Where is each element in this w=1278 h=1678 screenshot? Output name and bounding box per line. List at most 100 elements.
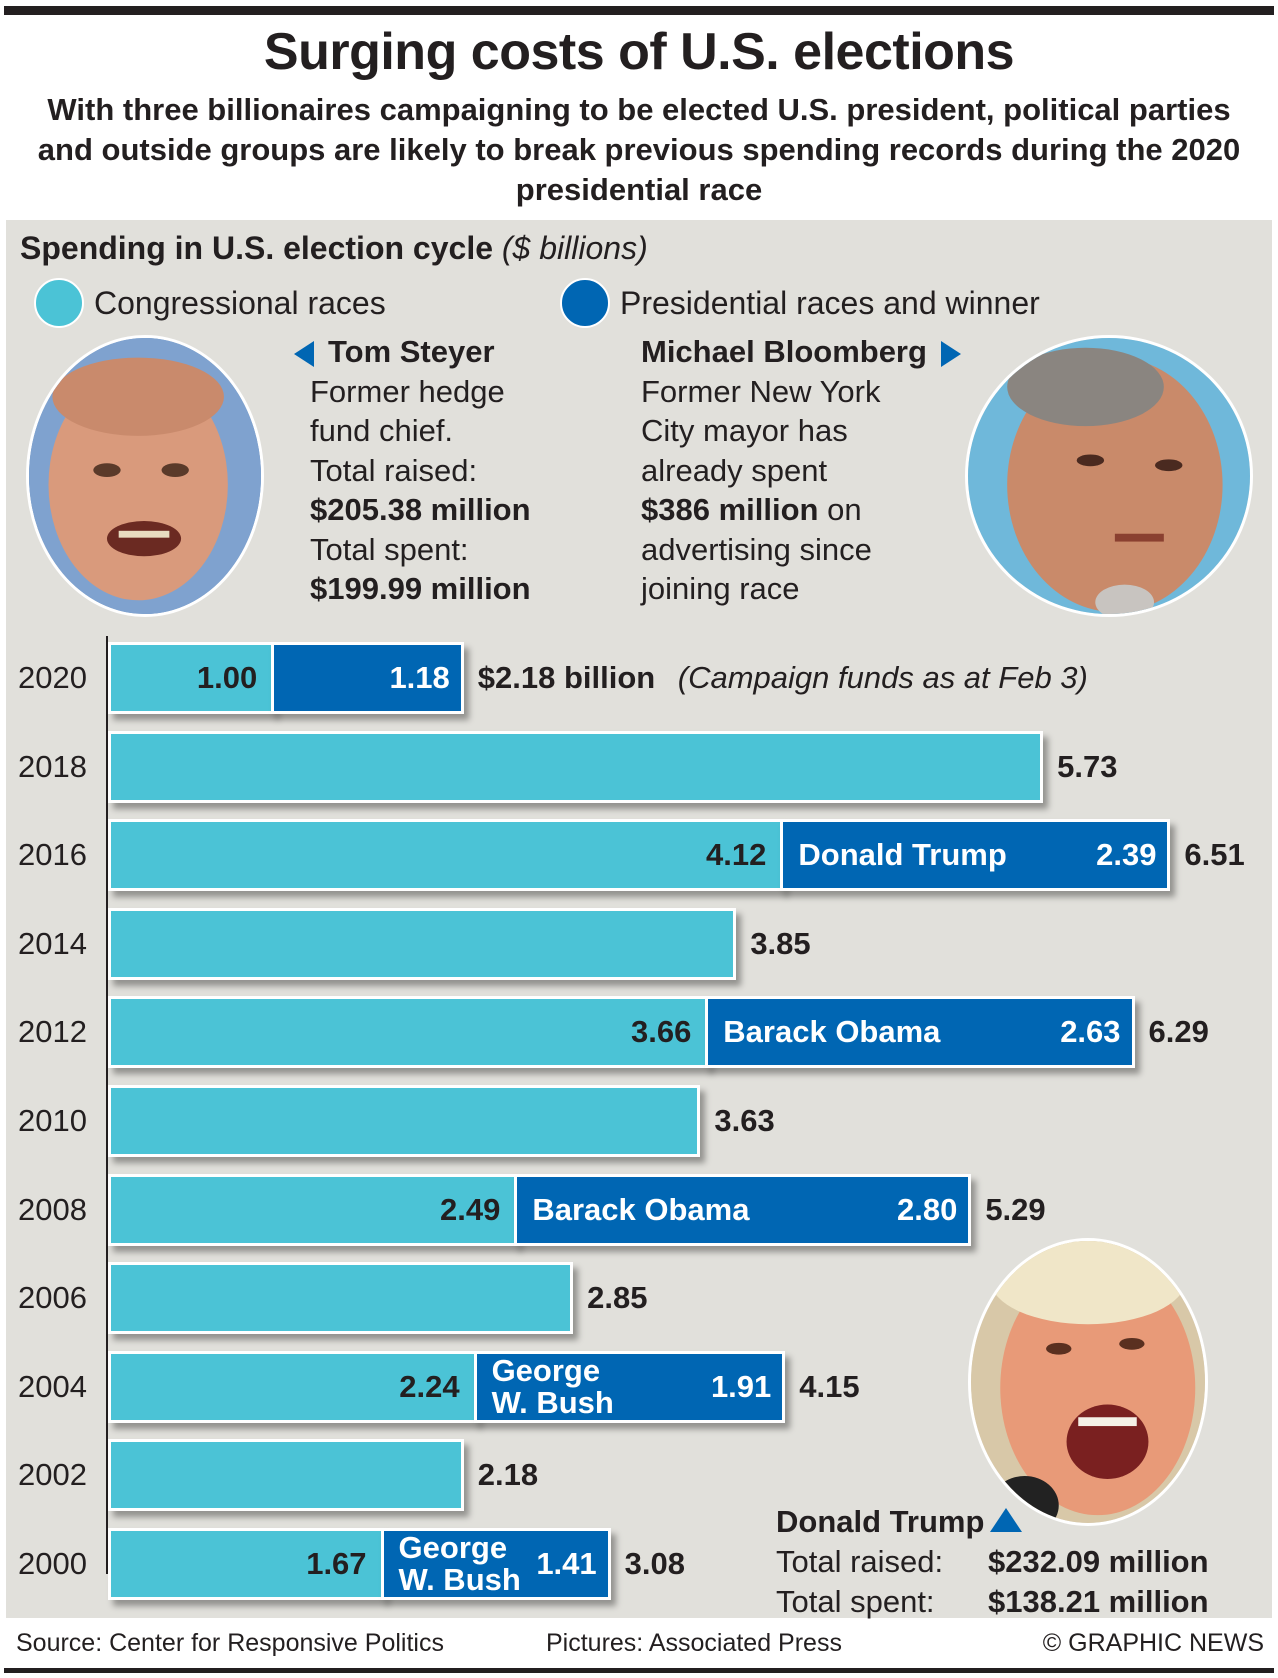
steyer-line: Former hedge <box>310 373 505 409</box>
trump-raised-label: Total raised: <box>776 1544 944 1579</box>
bar-presidential <box>514 1173 972 1246</box>
trump-raised: $232.09 million <box>988 1544 1209 1579</box>
steyer-photo <box>26 335 264 617</box>
year-label: 2018 <box>18 748 87 784</box>
legend-item-presidential: Presidential races and winner <box>560 278 1040 328</box>
legend-label-congressional: Congressional races <box>94 285 386 321</box>
bloomberg-amount-suffix: on <box>818 492 862 527</box>
bloomberg-line: joining race <box>641 571 800 606</box>
bar-presidential <box>271 642 464 714</box>
year-label: 2020 <box>18 660 87 695</box>
section-unit: ($ billions) <box>501 230 648 266</box>
legend-swatch-presidential <box>560 278 610 328</box>
winner-name: Donald Trump <box>798 839 1006 871</box>
winner-name-line: W. Bush <box>491 1384 614 1420</box>
bar-presidential <box>473 1350 786 1423</box>
bottom-rule <box>4 1668 1274 1673</box>
segment-label-congressional: 1.00 <box>196 660 258 695</box>
top-rule <box>4 6 1274 15</box>
total-label: 5.29 <box>985 1191 1046 1227</box>
bar-congressional <box>108 730 1044 803</box>
trump-spent-label: Total spent: <box>776 1584 935 1619</box>
segment-label-presidential: 1.41 <box>536 1546 597 1581</box>
bar-congressional <box>108 642 275 714</box>
steyer-name: Tom Steyer <box>328 334 495 369</box>
trump-bio: Donald Trump Total raised: $232.09 millio… <box>776 1502 1209 1622</box>
bloomberg-pointer-icon <box>940 340 961 367</box>
segment-label-presidential: 2.80 <box>896 1191 958 1227</box>
legend-label-presidential: Presidential races and winner <box>620 285 1040 321</box>
winner-name-line: Donald Trump <box>798 837 1007 873</box>
winner-name-line: George <box>491 1352 601 1388</box>
segment-label-congressional: 4.12 <box>706 837 767 873</box>
winner-name: Barack Obama <box>723 1016 940 1048</box>
segment-label-congressional: 2.24 <box>399 1368 460 1404</box>
bar-presidential <box>705 996 1135 1069</box>
total-label: 6.29 <box>1148 1014 1209 1050</box>
steyer-bio: Tom Steyer Former hedge fund chief. Tota… <box>294 332 531 609</box>
y-axis-line <box>106 636 108 1574</box>
total-label: 2.18 <box>477 1457 539 1493</box>
trump-spent: $138.21 million <box>988 1584 1209 1619</box>
bar-congressional <box>108 1262 574 1335</box>
steyer-pointer-icon <box>294 340 314 367</box>
trump-portrait-icon <box>971 1241 1205 1523</box>
winner-name: Barack Obama <box>532 1191 750 1227</box>
legend-swatch-congressional <box>34 278 84 328</box>
steyer-line: fund chief. <box>310 413 454 448</box>
bloomberg-line: Former New York <box>641 373 881 409</box>
legend-item-congressional: Congressional races <box>34 278 386 328</box>
year-label: 2004 <box>18 1368 87 1404</box>
bloomberg-name: Michael Bloomberg <box>641 334 927 369</box>
bar-congressional <box>108 1085 701 1157</box>
bar-presidential <box>780 819 1171 892</box>
segment-label-presidential: 1.91 <box>710 1368 772 1404</box>
bar-congressional <box>108 907 737 980</box>
page-title: Surging costs of U.S. elections <box>263 23 1015 81</box>
trump-name: Donald Trump <box>776 1504 985 1539</box>
segment-label-presidential: 1.18 <box>389 660 450 695</box>
bloomberg-amount: $386 million <box>641 492 819 527</box>
year-label: 2012 <box>18 1014 87 1050</box>
segment-label-congressional: 3.66 <box>630 1014 692 1050</box>
trump-pointer-icon <box>990 1508 1023 1532</box>
total-label: 2.85 <box>587 1280 648 1316</box>
bar-congressional <box>108 1439 464 1512</box>
year-label: 2014 <box>18 925 87 961</box>
section-title: Spending in U.S. election cycle ($ billi… <box>20 228 648 268</box>
total-label: 5.73 <box>1057 748 1118 784</box>
annotation: (Campaign funds as at Feb 3) <box>677 660 1088 695</box>
bloomberg-photo <box>965 335 1253 617</box>
winner-name-line: W. Bush <box>398 1562 521 1597</box>
segment-label-presidential: 2.63 <box>1060 1014 1121 1050</box>
bar-congressional <box>108 819 784 892</box>
year-label: 2002 <box>18 1457 87 1493</box>
winner-name-line: Barack Obama <box>532 1191 750 1227</box>
winner-name-line: Barack Obama <box>723 1014 941 1050</box>
segment-label-congressional: 2.49 <box>440 1191 501 1227</box>
total-label: 4.15 <box>799 1368 860 1404</box>
total-label: 3.63 <box>714 1103 775 1138</box>
bar-congressional <box>108 1528 384 1600</box>
bar-congressional <box>108 996 709 1069</box>
bloomberg-portrait-icon <box>968 338 1250 614</box>
winner-name-line: George <box>398 1530 508 1565</box>
segment-label-congressional: 1.67 <box>306 1546 367 1581</box>
section-title-text: Spending in U.S. election cycle <box>20 230 493 266</box>
total-label: 3.85 <box>750 925 811 961</box>
page-subtitle: With three billionaires campaigning to b… <box>37 92 1241 207</box>
footer-source: Source: Center for Responsive Politics <box>16 1629 444 1657</box>
segment-label-presidential: 2.39 <box>1096 837 1157 873</box>
steyer-line: Total raised: <box>310 452 478 488</box>
winner-name: George W. Bush <box>399 1532 521 1596</box>
winner-name: George W. Bush <box>491 1352 614 1420</box>
bar-congressional <box>108 1350 477 1423</box>
year-label: 2000 <box>18 1546 87 1581</box>
bloomberg-line: already spent <box>641 452 828 488</box>
year-label: 2010 <box>18 1103 87 1138</box>
bloomberg-bio: Michael Bloomberg Former New York City m… <box>641 332 961 609</box>
year-label: 2008 <box>18 1191 87 1227</box>
total-label: 3.08 <box>624 1546 685 1581</box>
steyer-raised: $205.38 million <box>310 492 531 527</box>
total-label: 6.51 <box>1184 837 1245 873</box>
